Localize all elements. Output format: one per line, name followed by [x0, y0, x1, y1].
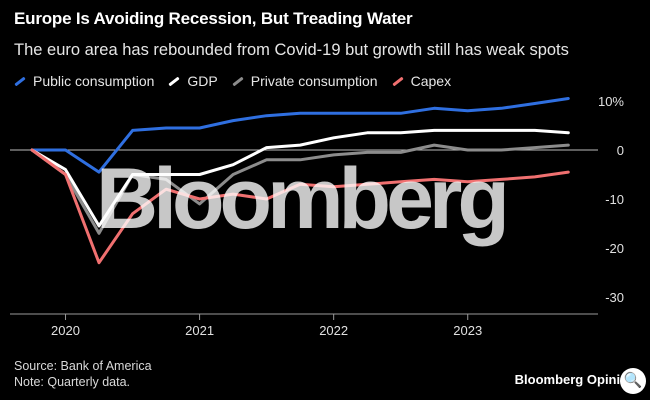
- y-tick-label-0: 10%: [598, 94, 624, 109]
- series-line-gdp: [30, 128, 570, 228]
- x-tick-label-2020: 2020: [51, 323, 80, 338]
- x-tick-label-2022: 2022: [319, 323, 348, 338]
- legend: Public consumption GDP Private consumpti…: [14, 73, 465, 89]
- legend-label-private-consumption: Private consumption: [250, 73, 378, 89]
- y-tick-label-3: -20: [605, 241, 624, 256]
- data-note: Note: Quarterly data.: [14, 375, 131, 389]
- series-line-capex: [30, 148, 570, 265]
- source-note: Source: Bank of America: [14, 359, 152, 373]
- legend-item-private-consumption: Private consumption: [232, 73, 378, 89]
- legend-label-capex: Capex: [410, 73, 452, 89]
- zoom-icon[interactable]: 🔍: [620, 368, 646, 394]
- x-tick-label-2021: 2021: [185, 323, 214, 338]
- footer: Source: Bank of America Note: Quarterly …: [14, 358, 152, 390]
- brand-name: Bloomberg: [514, 372, 584, 387]
- x-tick-label-2023: 2023: [453, 323, 482, 338]
- chart-title: Europe Is Avoiding Recession, But Treadi…: [14, 9, 413, 28]
- brand-logo: Bloomberg Opinion: [515, 372, 636, 387]
- legend-label-gdp: GDP: [187, 73, 218, 89]
- legend-item-capex: Capex: [391, 73, 452, 89]
- series-line-public-consumption: [30, 97, 570, 174]
- y-tick-label-1: 0: [617, 143, 624, 158]
- legend-item-public-consumption: Public consumption: [14, 73, 154, 89]
- legend-item-gdp: GDP: [168, 73, 218, 89]
- series-line-private-consumption: [30, 143, 570, 235]
- y-tick-label-4: -30: [605, 290, 624, 305]
- legend-label-public-consumption: Public consumption: [33, 73, 155, 89]
- chart-subtitle: The euro area has rebounded from Covid-1…: [14, 41, 569, 59]
- y-tick-label-2: -10: [605, 192, 624, 207]
